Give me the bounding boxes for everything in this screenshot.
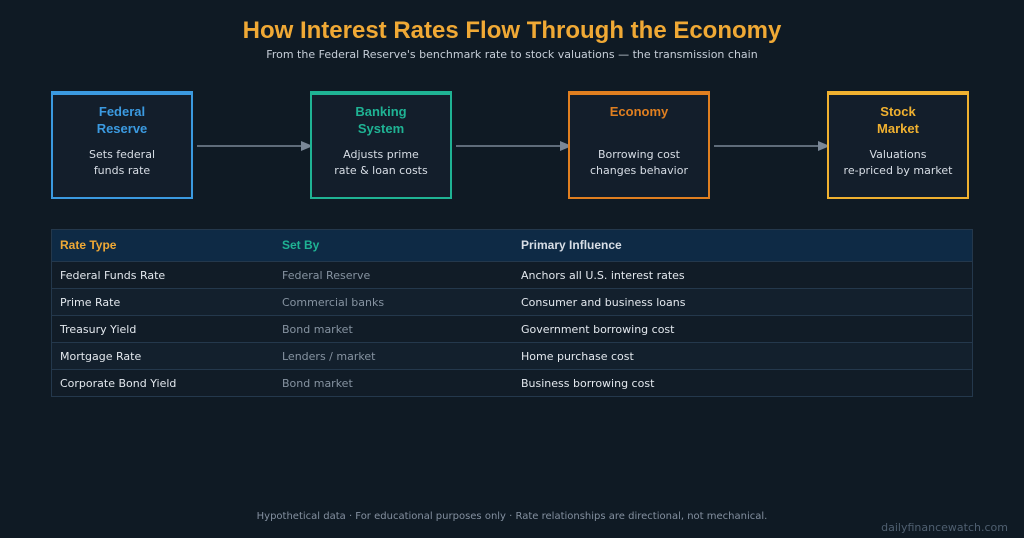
flow-node-economy: Economy Borrowing cost changes behavior [568,91,710,199]
flow-node-description: Valuations re-priced by market [843,148,953,177]
table-row: Treasury Yield Bond market Government bo… [52,315,972,342]
flow-node-description: Adjusts prime rate & loan costs [334,148,428,177]
cell-set-by: Bond market [282,323,353,336]
cell-primary-influence: Home purchase cost [521,350,634,363]
cell-rate-type: Corporate Bond Yield [60,377,177,390]
table-row: Prime Rate Commercial banks Consumer and… [52,288,972,315]
table-row: Federal Funds Rate Federal Reserve Ancho… [52,261,972,288]
cell-set-by: Federal Reserve [282,269,371,282]
flow-node-stock-market: Stock Market Valuations re-priced by mar… [827,91,969,199]
cell-set-by: Lenders / market [282,350,376,363]
flow-arrow-1 [197,141,313,151]
flow-node-description: Borrowing cost changes behavior [590,148,688,177]
page-title: How Interest Rates Flow Through the Econ… [242,17,782,44]
page-subtitle: From the Federal Reserve's benchmark rat… [266,48,758,61]
cell-rate-type: Treasury Yield [60,323,137,336]
header-set-by: Set By [282,238,320,252]
cell-set-by: Bond market [282,377,353,390]
flow-node-federal-reserve: Federal Reserve Sets federal funds rate [51,91,193,199]
cell-primary-influence: Consumer and business loans [521,296,686,309]
cell-rate-type: Federal Funds Rate [60,269,166,282]
flow-node-banking-system: Banking System Adjusts prime rate & loan… [310,91,452,199]
rates-table: Rate Type Set By Primary Influence Feder… [51,229,973,397]
cell-primary-influence: Government borrowing cost [521,323,675,336]
flow-node-description: Sets federal funds rate [89,148,155,177]
brand-watermark: dailyfinancewatch.com [881,521,1008,534]
transmission-flow-diagram: Federal Reserve Sets federal funds rate … [0,0,1024,220]
flow-node-title: Federal Reserve [96,104,148,136]
flow-node-title: Banking System [355,104,407,136]
flow-arrow-2 [456,141,572,151]
flow-arrow-3 [714,141,830,151]
flow-node-title: Economy [609,104,669,119]
table-row: Corporate Bond Yield Bond market Busines… [52,369,972,396]
flow-node-title: Stock Market [877,104,919,136]
table-row: Mortgage Rate Lenders / market Home purc… [52,342,972,369]
cell-primary-influence: Business borrowing cost [521,377,655,390]
table-header: Rate Type Set By Primary Influence [52,230,972,261]
header-rate-type: Rate Type [60,238,117,252]
footer-disclaimer: Hypothetical data · For educational purp… [256,511,768,522]
cell-rate-type: Prime Rate [60,296,121,309]
cell-rate-type: Mortgage Rate [60,350,142,363]
cell-primary-influence: Anchors all U.S. interest rates [521,269,685,282]
header-primary-influence: Primary Influence [521,238,622,252]
cell-set-by: Commercial banks [282,296,385,309]
